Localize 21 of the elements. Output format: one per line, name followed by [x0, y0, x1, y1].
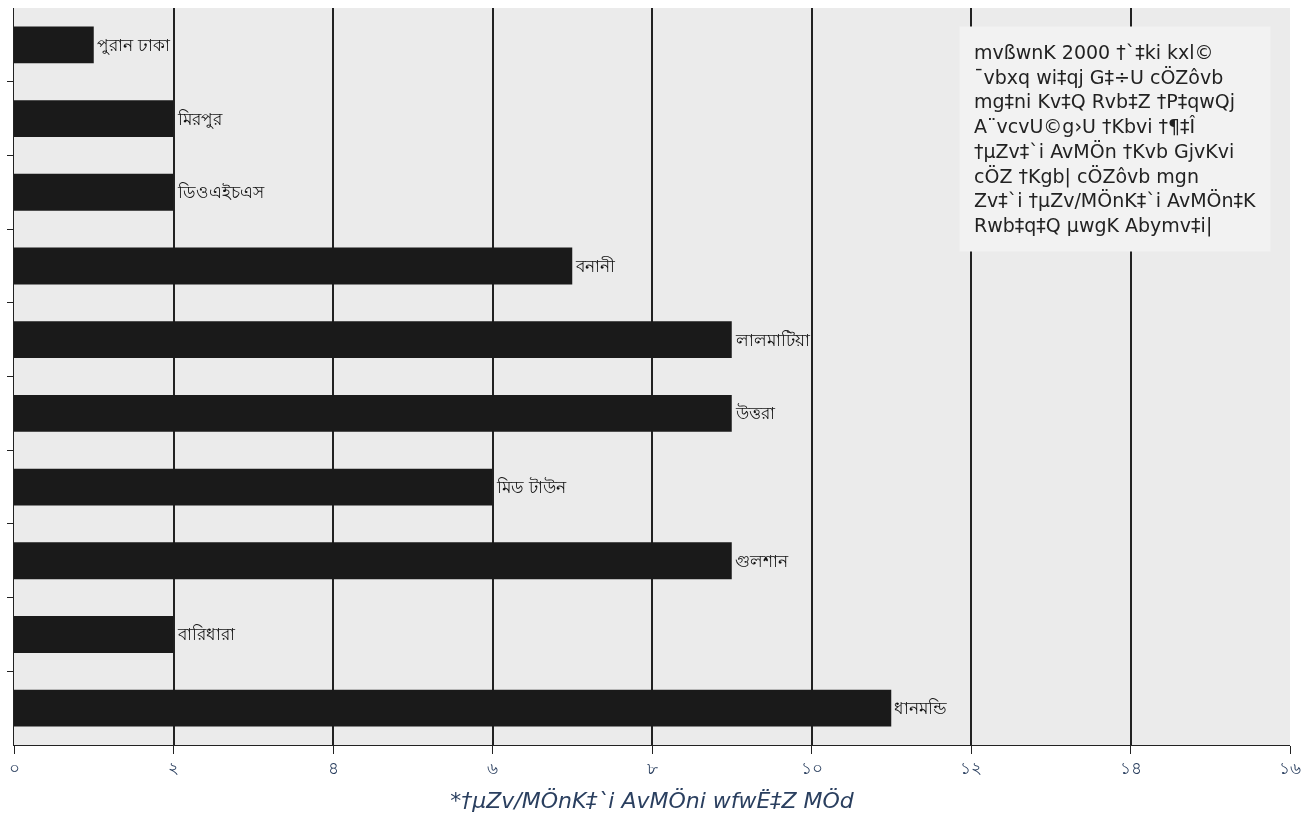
x-axis-title: *†µZv/MÖnK‡`i AvMÖni wfwË‡Z MÖd [450, 788, 855, 814]
x-tick-label: ১৬ [1279, 758, 1301, 779]
x-tick-label: ০ [8, 758, 20, 779]
y-tick-label: মিরপুর [176, 108, 223, 129]
x-tick-label: ২ [168, 758, 179, 779]
x-tick-label: ১০ [800, 758, 823, 779]
x-tick-label: ৬ [487, 758, 498, 779]
y-tick-label: পুরান ঢাকা [96, 34, 172, 55]
y-tick-label: বারিধারা [176, 624, 236, 645]
x-tick-label: ৮ [646, 758, 658, 779]
y-tick-label: উত্তরা [734, 403, 776, 424]
y-tick-label: গুলশান [734, 550, 789, 571]
y-tick-label: লালমাটিয়া [734, 329, 811, 350]
annotation: mvßwnK 2000 †`‡ki kxl© ¯vbxq wi‡qj G‡÷U cÖZôvb mg‡ni Kv‡Q Rvb‡Z †P‡qwQj A¨vcvU©g›U †Kbvi †¶‡Î †µZv‡`i AvMÖn †Kvb GjvKvi cÖZ †Kgb| cÖZôvb mgn Zv‡`i †µZv/MÖnK‡`i AvMÖn‡K Rwb‡q‡Q µwgK Abymv‡i| [974, 41, 1257, 237]
x-tick-label: ১৪ [1119, 758, 1142, 779]
y-tick-label: মিড টাউন [495, 477, 567, 498]
y-tick-label: ডিওএইচএস [176, 182, 265, 203]
x-tick-label: ৪ [327, 758, 339, 779]
y-tick-label: বনানী [575, 255, 617, 276]
y-tick-label: ধানমন্ডি [894, 698, 948, 719]
x-tick-label: ১২ [960, 758, 982, 779]
